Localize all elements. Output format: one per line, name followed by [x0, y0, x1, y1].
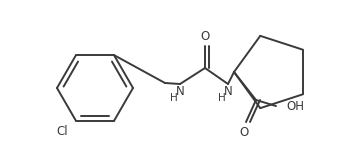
- Text: Cl: Cl: [56, 125, 68, 138]
- Text: H: H: [218, 93, 226, 103]
- Text: O: O: [200, 30, 210, 43]
- Text: H: H: [170, 93, 178, 103]
- Text: N: N: [175, 85, 185, 98]
- Text: O: O: [240, 126, 249, 139]
- Text: OH: OH: [286, 100, 304, 113]
- Text: N: N: [223, 85, 232, 98]
